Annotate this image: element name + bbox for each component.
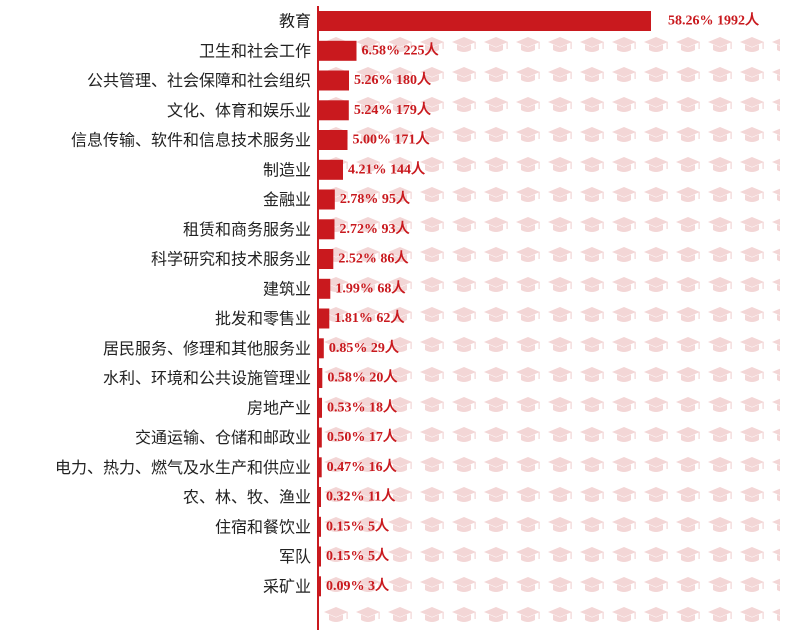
bar [319, 159, 343, 180]
category-label: 采矿业 [263, 577, 311, 596]
category-label: 卫生和社会工作 [199, 41, 311, 60]
bar [319, 70, 349, 91]
category-label: 制造业 [263, 160, 311, 179]
data-label: 2.52% 86人 [338, 250, 409, 267]
bar [319, 189, 335, 210]
category-labels: 教育卫生和社会工作公共管理、社会保障和社会组织文化、体育和娱乐业信息传输、软件和… [55, 12, 311, 596]
category-label: 住宿和餐饮业 [215, 517, 311, 536]
data-label: 1.99% 68人 [335, 279, 406, 296]
icon-track-background [320, 32, 780, 630]
data-label: 0.15% 5人 [326, 517, 390, 534]
category-label: 农、林、牧、渔业 [183, 488, 311, 507]
data-label: 2.72% 93人 [340, 220, 411, 237]
data-label: 0.47% 16人 [327, 458, 398, 475]
data-label: 4.21% 144人 [348, 160, 426, 177]
data-label: 5.00% 171人 [353, 131, 431, 148]
data-label: 0.32% 11人 [326, 488, 396, 505]
bar [319, 338, 324, 359]
category-label: 交通运输、仓储和邮政业 [135, 428, 311, 447]
value-labels: 58.26% 1992人 6.58% 225人 5.26% 180人 5.24% 17… [326, 12, 760, 594]
data-label: 5.24% 179人 [354, 101, 432, 118]
data-label: 0.58% 20人 [327, 369, 398, 386]
bar [319, 516, 321, 537]
category-label: 信息传输、软件和信息技术服务业 [71, 131, 311, 150]
category-label: 租赁和商务服务业 [183, 220, 311, 239]
category-label: 电力、热力、燃气及水生产和供应业 [55, 458, 311, 477]
category-label: 文化、体育和娱乐业 [167, 101, 311, 120]
data-label: 0.53% 18人 [327, 398, 398, 415]
data-label: 1.81% 62人 [334, 309, 405, 326]
category-label: 科学研究和技术服务业 [151, 250, 311, 269]
data-label: 0.15% 5人 [326, 547, 390, 564]
bar [319, 546, 321, 567]
bar [319, 219, 335, 240]
data-label: 0.09% 3人 [326, 577, 390, 594]
category-label: 批发和零售业 [215, 309, 311, 328]
bar [319, 278, 331, 299]
data-label: 2.78% 95人 [340, 190, 411, 207]
category-label: 军队 [279, 547, 311, 566]
bar [319, 576, 321, 597]
data-label: 0.85% 29人 [329, 339, 400, 356]
bar [319, 40, 357, 61]
data-label: 58.26% 1992人 [668, 12, 760, 29]
bar [319, 130, 348, 150]
data-label: 6.58% 225人 [362, 41, 440, 58]
bar [319, 457, 322, 478]
bar [319, 487, 321, 507]
bar [319, 397, 322, 418]
category-label: 房地产业 [247, 398, 311, 417]
bar [319, 427, 322, 448]
bars-layer [319, 11, 651, 597]
category-label: 居民服务、修理和其他服务业 [103, 339, 311, 358]
bar [319, 11, 651, 31]
data-label: 5.26% 180人 [354, 71, 432, 88]
bar [319, 368, 323, 388]
category-label: 建筑业 [263, 279, 311, 298]
bar [319, 308, 330, 329]
category-label: 公共管理、社会保障和社会组织 [87, 71, 311, 90]
category-label: 水利、环境和公共设施管理业 [103, 369, 311, 388]
category-label: 金融业 [263, 190, 311, 209]
bar [319, 249, 334, 269]
data-label: 0.50% 17人 [327, 428, 398, 445]
category-label: 教育 [279, 12, 311, 31]
bar [319, 100, 349, 121]
